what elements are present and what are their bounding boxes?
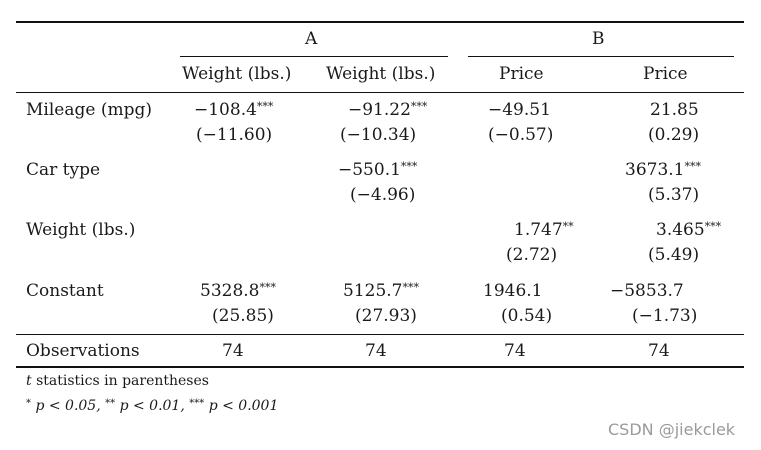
cell-mileage-4-tstat: (0.29) (648, 125, 700, 145)
cell-observations-3: 74 (504, 341, 526, 361)
cell-constant-2-tstat: (27.93) (355, 306, 417, 326)
cell-mileage-3-tstat: (−0.57) (488, 125, 554, 145)
row-label-cartype: Car type (26, 160, 101, 180)
cell-weight-4-tstat: (5.49) (648, 245, 700, 265)
row-label-weight: Weight (lbs.) (26, 220, 136, 240)
cell-weight-3: 1.747** (514, 220, 574, 240)
column-header-2: Weight (lbs.) (326, 64, 436, 84)
column-header-3: Price (499, 64, 544, 84)
cell-constant-3-tstat: (0.54) (501, 306, 553, 326)
note-significance: * p < 0.05, ** p < 0.01, *** p < 0.001 (26, 398, 279, 414)
note-tstatistics-text: statistics in parentheses (36, 373, 209, 389)
header-rule (16, 92, 744, 93)
watermark: CSDN @jiekclek (608, 420, 736, 439)
cell-mileage-1: −108.4*** (194, 100, 274, 120)
cell-constant-1-tstat: (25.85) (212, 306, 274, 326)
observations-top-rule (16, 334, 744, 335)
group-header-a: A (305, 29, 318, 49)
cell-observations-2: 74 (365, 341, 387, 361)
cell-cartype-2-tstat: (−4.96) (350, 185, 416, 205)
cell-constant-2: 5125.7*** (343, 281, 419, 301)
row-label-observations: Observations (26, 341, 140, 361)
cell-mileage-3: −49.51 (488, 100, 551, 120)
bottom-rule (16, 366, 744, 368)
cell-cartype-2: −550.1*** (338, 160, 418, 180)
group-a-rule (180, 56, 448, 57)
cell-constant-1: 5328.8*** (200, 281, 276, 301)
cell-constant-4: −5853.7 (610, 281, 684, 301)
cell-mileage-4: 21.85 (650, 100, 699, 120)
column-header-1: Weight (lbs.) (182, 64, 292, 84)
group-header-b: B (592, 29, 605, 49)
note-t-variable: t (26, 373, 32, 389)
cell-mileage-1-tstat: (−11.60) (196, 125, 273, 145)
cell-mileage-2-tstat: (−10.34) (340, 125, 417, 145)
cell-constant-4-tstat: (−1.73) (632, 306, 698, 326)
group-b-rule (468, 56, 734, 57)
cell-weight-3-tstat: (2.72) (506, 245, 558, 265)
row-label-constant: Constant (26, 281, 104, 301)
note-tstatistics: t statistics in parentheses (26, 372, 209, 390)
top-rule (16, 21, 744, 23)
cell-cartype-4-tstat: (5.37) (648, 185, 700, 205)
cell-weight-4: 3.465*** (656, 220, 722, 240)
cell-observations-1: 74 (222, 341, 244, 361)
cell-mileage-2: −91.22*** (348, 100, 428, 120)
row-label-mileage: Mileage (mpg) (26, 100, 152, 120)
cell-observations-4: 74 (648, 341, 670, 361)
cell-constant-3: 1946.1 (483, 281, 543, 301)
column-header-4: Price (643, 64, 688, 84)
cell-cartype-4: 3673.1*** (625, 160, 701, 180)
